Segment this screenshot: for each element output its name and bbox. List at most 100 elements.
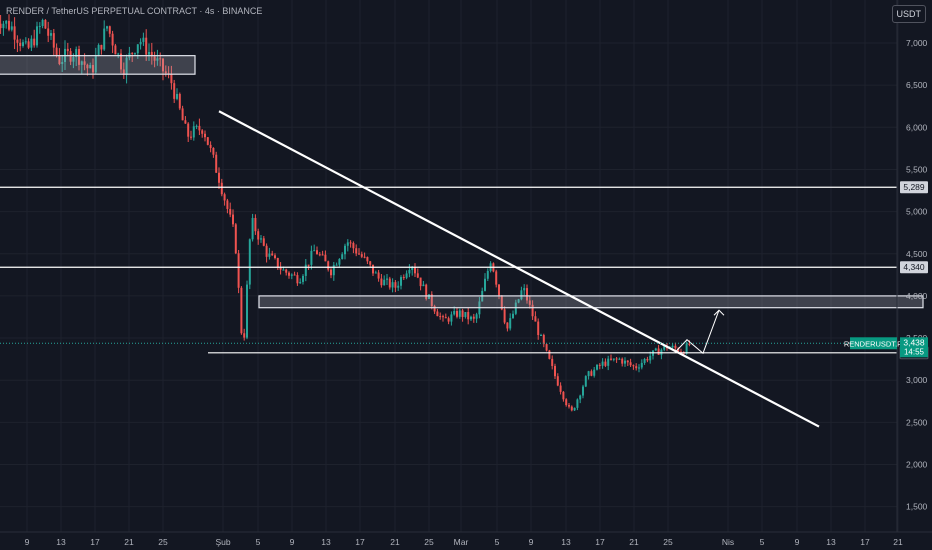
candle-body (13, 26, 16, 40)
candle-body (61, 61, 64, 64)
candle-body (83, 61, 86, 65)
currency-button[interactable]: USDT (891, 5, 926, 23)
candle-body (274, 255, 276, 259)
x-tick-label: 13 (561, 537, 571, 547)
candle-body (226, 200, 229, 209)
candle-body (33, 38, 36, 46)
candle-body (106, 26, 108, 29)
candle-body (383, 279, 386, 286)
candle-body (663, 345, 666, 350)
candle-body (444, 317, 447, 319)
candle-body (419, 277, 422, 287)
candle-body (338, 258, 341, 265)
candle-body (400, 277, 402, 286)
candle-body (414, 267, 416, 274)
candle-body (234, 224, 237, 254)
candle-body (254, 217, 257, 232)
candle-body (618, 358, 621, 360)
candle-body (607, 358, 610, 366)
candle-body (290, 274, 293, 276)
candle-body (610, 358, 612, 360)
candle-body (240, 287, 243, 334)
y-tick-label: 1,500 (906, 502, 928, 512)
zone-box (0, 55, 196, 75)
candle-body (545, 344, 548, 351)
candle-body (352, 242, 355, 249)
candle-body (131, 52, 134, 54)
candle-body (523, 288, 526, 291)
candle-countdown: 14:55 (904, 347, 925, 356)
y-tick-label: 3,000 (906, 375, 928, 385)
candle-body (386, 278, 388, 280)
x-tick-label: 9 (25, 537, 30, 547)
candle-body (215, 154, 218, 173)
candle-body (394, 282, 397, 288)
candle-body (218, 172, 220, 183)
y-tick-label: 7,000 (906, 38, 928, 48)
candle-body (506, 322, 509, 329)
candle-body (456, 311, 458, 317)
x-tick-label: Nis (722, 537, 734, 547)
candle-body (576, 399, 579, 408)
trendline (218, 110, 820, 428)
candle-body (542, 335, 545, 345)
candle-body (307, 264, 310, 266)
candle-body (114, 45, 117, 55)
projection-path (674, 310, 720, 355)
candle-body (408, 269, 411, 274)
candle-body (268, 253, 271, 257)
x-tick-label: 9 (290, 537, 295, 547)
candle-body (671, 345, 674, 348)
candle-body (22, 42, 24, 46)
candle-body (615, 358, 618, 360)
candle-body (498, 284, 500, 296)
candle-body (58, 54, 61, 64)
candle-body (332, 265, 335, 276)
x-tick-label: 5 (495, 537, 500, 547)
candle-body (257, 231, 260, 240)
candle-body (472, 316, 475, 319)
descending-trendline (218, 110, 820, 428)
candle-body (94, 55, 97, 73)
candle-body (559, 385, 562, 392)
x-tick-label: 25 (424, 537, 434, 547)
candle-body (136, 44, 139, 54)
candle-body (30, 38, 33, 48)
candle-body (150, 51, 153, 57)
x-tick-label: 9 (529, 537, 534, 547)
support-resistance-zones (0, 55, 924, 309)
candle-body (36, 26, 38, 46)
x-tick-label: 25 (158, 537, 168, 547)
candle-body (402, 277, 405, 279)
candle-body (117, 53, 120, 55)
candle-body (369, 261, 372, 265)
candle-body (271, 253, 274, 256)
chart-title: RENDER / TetherUS PERPETUAL CONTRACT · 4… (6, 6, 263, 16)
candle-body (55, 47, 58, 55)
candle-body (341, 254, 344, 259)
candle-body (111, 33, 114, 46)
candle-body (2, 23, 5, 29)
candle-body (632, 365, 635, 367)
candle-body (187, 123, 190, 137)
candle-body (142, 37, 145, 42)
candle-body (52, 33, 55, 48)
projection-arrowhead (713, 309, 725, 316)
candle-body (640, 362, 643, 368)
candle-body (145, 37, 148, 55)
candle-body (422, 284, 425, 287)
candle-body (10, 26, 13, 30)
y-tick-label: 4,000 (906, 291, 928, 301)
price-axis: 7,0006,5006,0005,5005,0004,5004,0003,500… (906, 38, 928, 512)
candle-body (363, 256, 366, 258)
candle-body (41, 19, 44, 27)
candle-body (44, 19, 47, 29)
candle-body (198, 125, 201, 131)
candle-body (184, 120, 187, 124)
candle-body (430, 294, 433, 307)
x-tick-label: 17 (860, 537, 870, 547)
candle-body (86, 64, 89, 69)
candle-body (416, 273, 419, 278)
